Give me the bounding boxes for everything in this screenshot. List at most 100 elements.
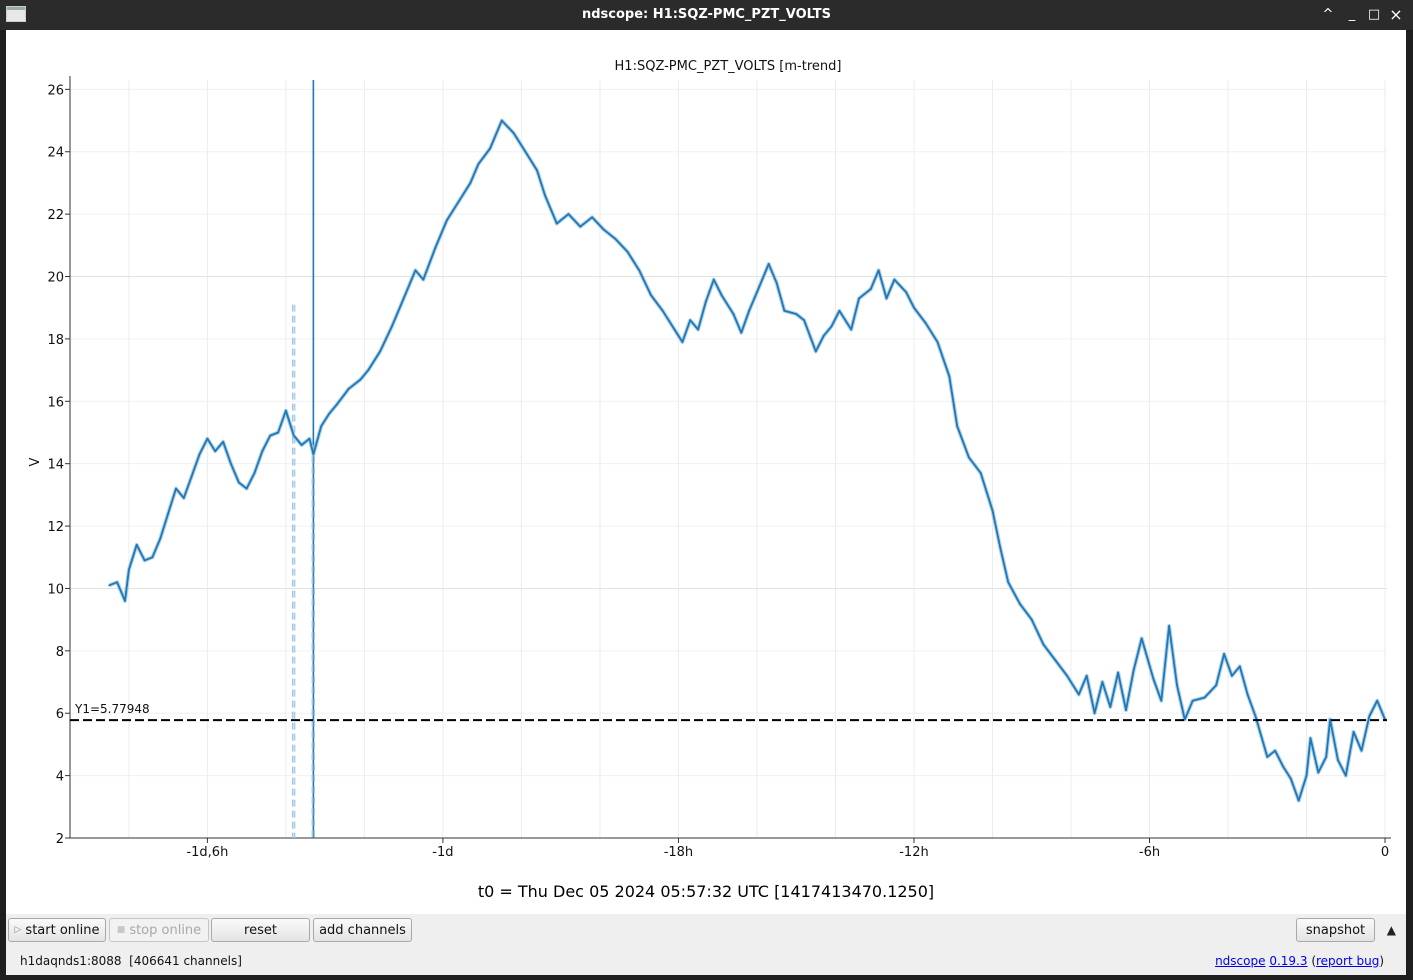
data-point (1101, 681, 1104, 683)
data-point (705, 300, 707, 303)
version-info: ndscope 0.19.3 (report bug) (1215, 954, 1384, 968)
data-point (124, 600, 126, 602)
data-point (1176, 684, 1178, 687)
data-point (602, 228, 605, 231)
maximize-button[interactable]: □ (1367, 7, 1381, 22)
plot-area[interactable]: H1:SQZ-PMC_PZT_VOLTS [m-trend] V 2468101… (6, 30, 1406, 880)
data-point (143, 559, 146, 562)
data-point (269, 434, 272, 437)
y-tick-label: 8 (56, 645, 64, 660)
data-point (1132, 668, 1135, 671)
data-point (1183, 718, 1186, 721)
plot-title: H1:SQZ-PMC_PZT_VOLTS [m-trend] (615, 59, 842, 74)
data-point (830, 325, 833, 328)
data-point (858, 297, 860, 300)
data-point (756, 291, 758, 294)
close-button[interactable]: × (1389, 5, 1403, 24)
data-point (591, 216, 593, 219)
t0-timestamp: t0 = Thu Dec 05 2024 05:57:32 UTC [14174… (477, 882, 935, 901)
reset-button[interactable]: reset (211, 918, 310, 942)
data-point (402, 297, 405, 300)
data-point (159, 537, 162, 540)
x-tick-label: -1d,6h (186, 845, 228, 860)
grid-lines (70, 80, 1387, 839)
data-point (320, 425, 323, 428)
window-menu-icon[interactable] (6, 6, 26, 22)
data-point (1117, 671, 1120, 674)
snapshot-label: snapshot (1305, 922, 1366, 938)
y-tick-label: 26 (47, 83, 64, 98)
data-point (803, 319, 805, 322)
data-point (359, 378, 362, 381)
data-point (1344, 774, 1347, 777)
data-point (661, 309, 664, 312)
data-point (1093, 712, 1096, 715)
data-point (579, 225, 582, 228)
snapshot-button[interactable]: snapshot (1296, 918, 1375, 942)
data-point (230, 462, 232, 465)
main-window: H1:SQZ-PMC_PZT_VOLTS [m-trend] V 2 4 6 8 10 1… (6, 30, 1406, 975)
data-point (924, 322, 927, 325)
stop-icon: ■ (116, 925, 126, 935)
data-point (999, 547, 1002, 549)
data-point (500, 119, 503, 122)
expand-arrow-icon[interactable]: ▲ (1386, 923, 1396, 937)
data-point (328, 412, 330, 415)
stop-online-button[interactable]: ■ stop online (109, 918, 209, 942)
data-point (740, 331, 743, 334)
add-channels-button[interactable]: add channels (313, 918, 412, 942)
window-titlebar[interactable]: ndscope: H1:SQZ-PMC_PZT_VOLTS ^ _ □ × (0, 0, 1413, 30)
data-point (135, 543, 138, 546)
data-point (390, 325, 393, 328)
version-link[interactable]: 0.19.3 (1269, 954, 1308, 968)
data-point (445, 219, 448, 222)
data-point (1309, 737, 1312, 740)
report-bug-link[interactable]: report bug (1316, 954, 1380, 968)
data-point (536, 169, 539, 172)
data-point (885, 297, 888, 300)
reset-label: reset (244, 922, 277, 938)
data-point (285, 409, 287, 412)
data-point (312, 453, 315, 456)
data-point (1203, 696, 1206, 699)
data-point (614, 238, 617, 240)
data-point (253, 472, 256, 474)
data-point (681, 341, 684, 343)
play-icon: ▷ (14, 925, 22, 935)
data-point (1368, 715, 1371, 718)
data-point (127, 568, 130, 571)
data-point (979, 472, 982, 474)
data-point (869, 288, 872, 290)
data-point (1305, 774, 1308, 777)
data-point (1066, 674, 1068, 677)
data-point (367, 369, 370, 371)
data-point (1246, 693, 1249, 696)
start-online-button[interactable]: ▷ start online (8, 918, 106, 942)
data-point (913, 306, 915, 309)
data-point (414, 269, 417, 272)
data-point (697, 328, 699, 331)
data-point (292, 434, 295, 437)
minimize-button[interactable]: _ (1348, 7, 1356, 22)
data-point (936, 341, 939, 343)
data-point (1231, 674, 1233, 677)
x-tick-label: -1d (432, 845, 453, 860)
data-point (308, 437, 311, 440)
data-point (477, 163, 480, 166)
data-point (1160, 699, 1163, 702)
data-point (555, 222, 558, 225)
data-point (626, 250, 629, 253)
keep-above-button[interactable]: ^ (1322, 7, 1334, 22)
ndscope-link[interactable]: ndscope (1215, 954, 1266, 968)
data-point (732, 313, 735, 315)
data-point (347, 387, 350, 390)
data-point (1007, 581, 1010, 584)
data-point (720, 294, 723, 297)
data-point (379, 350, 382, 353)
data-point (422, 278, 425, 281)
data-point (182, 497, 185, 499)
data-point (1168, 624, 1171, 627)
y-tick-label: 12 (47, 520, 64, 535)
data-spikes (291, 80, 315, 838)
data-point (1317, 771, 1320, 774)
